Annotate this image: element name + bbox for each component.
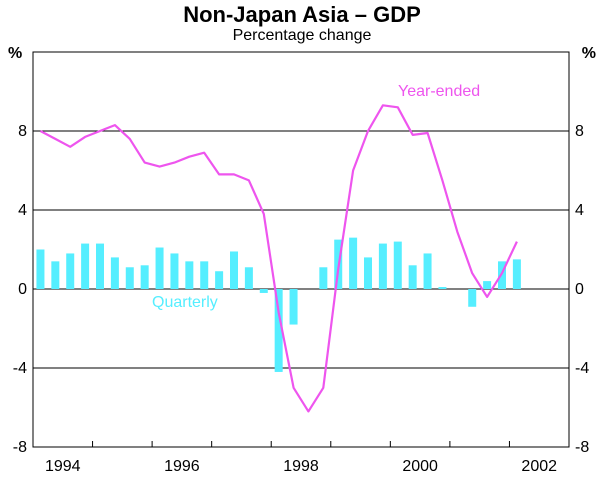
y-tick-label-left: -4 [13, 360, 27, 377]
y-tick-label-right: 0 [575, 281, 584, 298]
quarterly-bar [51, 261, 60, 289]
quarterly-bar [274, 289, 283, 372]
quarterly-bar [125, 267, 134, 289]
quarterly-bar [349, 237, 358, 289]
quarterly-bar [230, 251, 238, 289]
chart-subtitle: Percentage change [232, 27, 372, 44]
year-ended-line-group [39, 104, 518, 413]
plot-frame [32, 51, 570, 448]
y-tick-label-left: -8 [13, 439, 27, 456]
x-tick-label: 2000 [402, 458, 438, 475]
quarterly-bar [319, 267, 328, 289]
chart-title: Non-Japan Asia – GDP [183, 2, 421, 27]
quarterly-bar [408, 265, 417, 289]
quarterly-label: Quarterly [152, 294, 218, 311]
quarterly-bar [96, 243, 104, 289]
quarterly-bar [259, 289, 268, 293]
quarterly-bar [468, 289, 477, 307]
quarterly-bar [364, 257, 372, 289]
x-tick-label: 2002 [521, 458, 557, 475]
quarterly-bar [155, 247, 164, 289]
x-tick-label: 1994 [45, 458, 81, 475]
y-tick-label-right: -4 [575, 360, 589, 377]
y-tick-label-right: 4 [575, 202, 584, 219]
quarterly-bar [244, 267, 253, 289]
quarterly-bar [512, 259, 521, 289]
y-tick-label-left: 8 [18, 123, 27, 140]
axis-labels: -8 -8 -4 -4 0 0 4 4 8 8 1994 1996 1998 2000 2002 Year-e… [13, 83, 590, 475]
y-tick-label-right: -8 [575, 439, 589, 456]
quarterly-bar [393, 241, 402, 289]
quarterly-bars [36, 237, 521, 372]
quarterly-bar [200, 261, 209, 289]
quarterly-bar [140, 265, 149, 289]
y-tick-label-left: 4 [18, 202, 27, 219]
quarterly-bar [185, 261, 194, 289]
quarterly-bar [170, 253, 179, 289]
quarterly-bar [215, 271, 224, 289]
quarterly-bar [378, 243, 387, 289]
year-ended-label: Year-ended [398, 83, 480, 100]
quarterly-bar [289, 289, 298, 325]
x-tick-label: 1998 [283, 458, 319, 475]
quarterly-bar [66, 253, 75, 289]
quarterly-bar [423, 253, 432, 289]
x-tick-label: 1996 [164, 458, 200, 475]
quarterly-bar [110, 257, 119, 289]
quarterly-bar [36, 249, 45, 289]
y-axis-unit-left: % [8, 45, 23, 62]
gridlines [33, 130, 569, 369]
y-tick-label-right: 8 [575, 123, 584, 140]
y-axis-unit-right: % [581, 45, 596, 62]
quarterly-bar [81, 243, 90, 289]
y-tick-label-left: 0 [18, 281, 27, 298]
quarterly-bar [438, 287, 447, 289]
year-ended-line [39, 104, 518, 413]
plot-border [32, 51, 570, 448]
quarterly-bar [483, 281, 492, 289]
